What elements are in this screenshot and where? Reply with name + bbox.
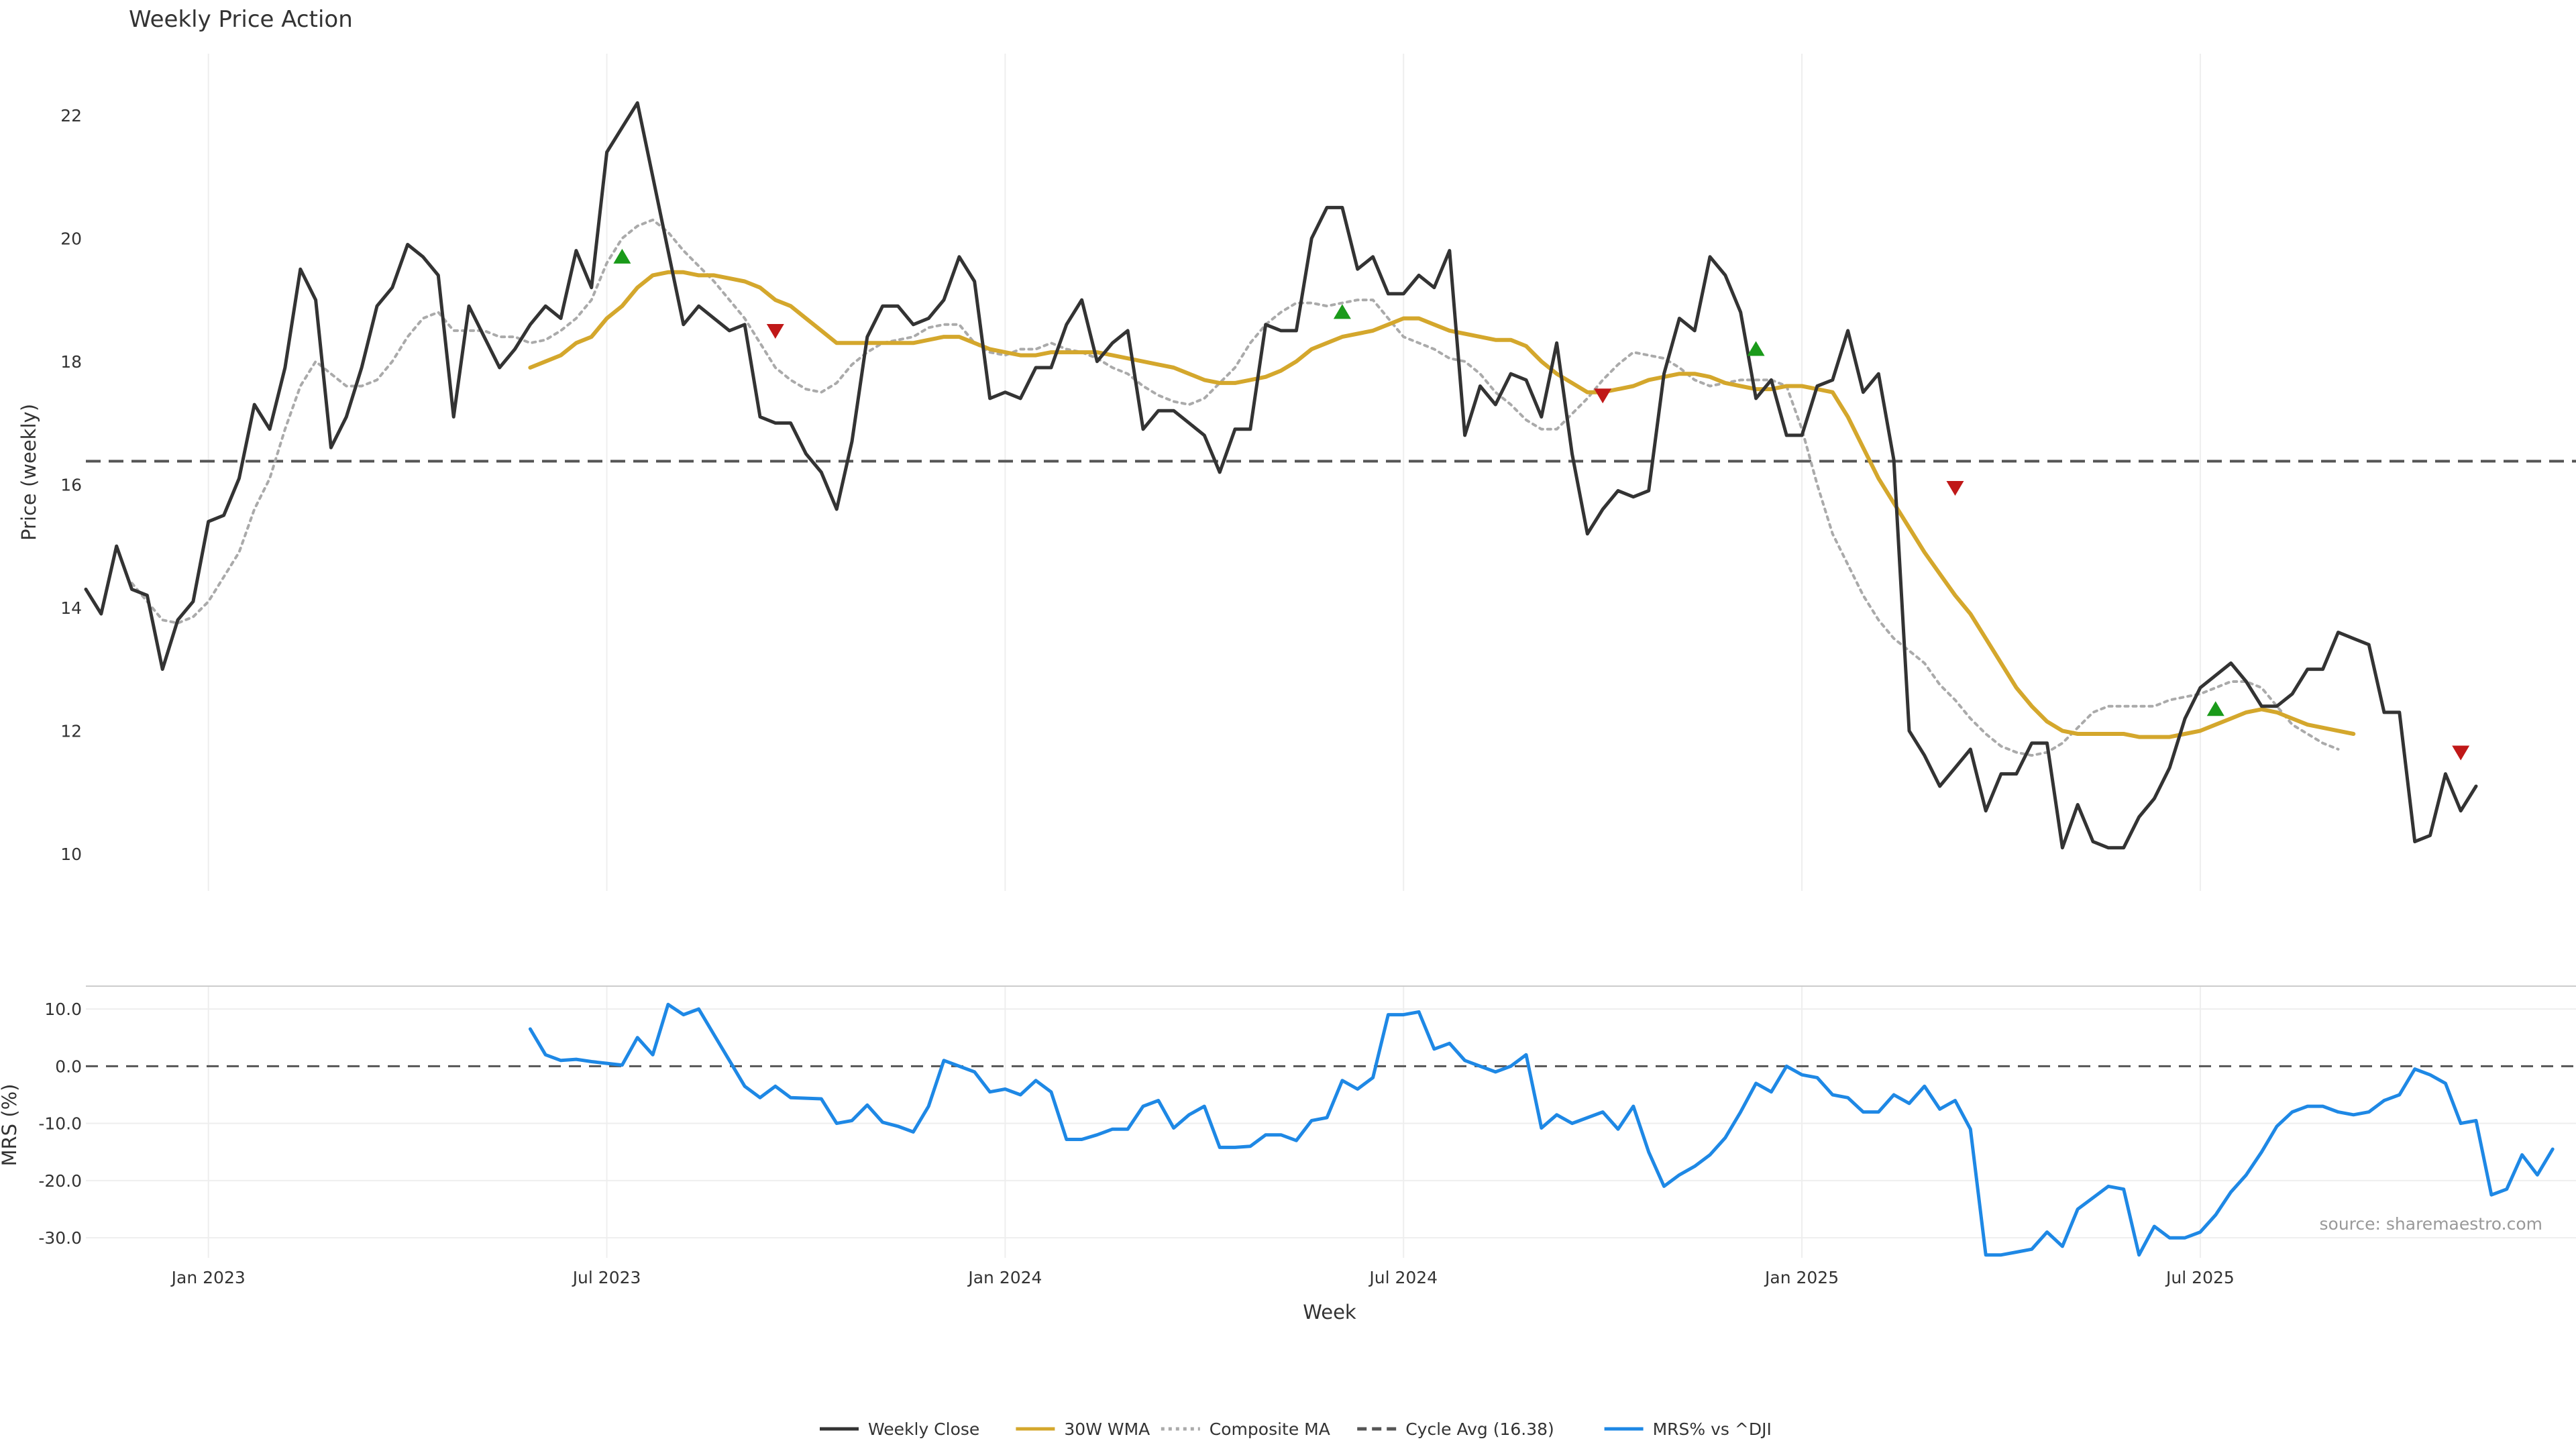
price-y-tick-label: 20	[60, 229, 82, 248]
mrs-y-tick-label: 10.0	[44, 1000, 82, 1019]
legend-entry: MRS% vs ^DJI	[1604, 1419, 1772, 1439]
buy-signal-marker	[613, 248, 631, 264]
mrs-y-tick-label: -30.0	[38, 1228, 82, 1248]
legend-label: Composite MA	[1210, 1419, 1330, 1439]
chart-title: Weekly Price Action	[129, 6, 353, 33]
mrs-gridlines	[86, 986, 2576, 1258]
buy-signal-marker	[2206, 701, 2224, 716]
wma-30w-line	[528, 270, 2356, 739]
legend-label: Cycle Avg (16.38)	[1405, 1419, 1554, 1439]
sell-signal-marker	[2452, 745, 2470, 761]
buy-signal-marker	[1333, 304, 1351, 319]
x-tick-label: Jan 2023	[170, 1268, 246, 1287]
x-tick-label: Jul 2024	[1368, 1268, 1438, 1287]
legend-entry: Cycle Avg (16.38)	[1357, 1419, 1554, 1439]
legend-entry: 30W WMA	[1016, 1419, 1150, 1439]
price-series	[84, 101, 2478, 850]
price-y-axis-label: Price (weekly)	[17, 404, 40, 541]
legend-label: Weekly Close	[868, 1419, 979, 1439]
price-gridlines	[207, 54, 2201, 891]
sell-signal-marker	[1946, 480, 1964, 496]
chart-legend: Weekly Close 30W WMA Composite MA Cycle Avg…	[820, 1419, 1772, 1439]
source-note: source: sharemaestro.com	[2320, 1214, 2543, 1234]
legend-label: MRS% vs ^DJI	[1653, 1419, 1772, 1439]
legend-entry: Weekly Close	[820, 1419, 979, 1439]
mrs-y-tick-label: -10.0	[38, 1114, 82, 1134]
weekly-close-line	[84, 101, 2478, 850]
price-y-tick-label: 10	[60, 845, 82, 864]
signal-markers	[613, 248, 2470, 761]
price-y-tick-label: 18	[60, 352, 82, 372]
mrs-series	[528, 1002, 2555, 1257]
x-tick-label: Jan 2024	[967, 1268, 1042, 1287]
legend-entry: Composite MA	[1161, 1419, 1330, 1439]
price-y-tick-label: 14	[60, 598, 82, 618]
x-axis-label: Week	[1303, 1301, 1356, 1324]
sell-signal-marker	[766, 323, 784, 339]
price-y-tick-label: 22	[60, 106, 82, 125]
mrs-y-tick-label: 0.0	[55, 1057, 82, 1076]
price-y-ticks: 10 12 14 16 18 20 22	[60, 106, 82, 864]
price-y-tick-label: 16	[60, 475, 82, 494]
sell-signal-marker	[1594, 388, 1612, 404]
mrs-y-axis-label: MRS (%)	[0, 1084, 21, 1167]
x-tick-label: Jul 2023	[572, 1268, 641, 1287]
composite-ma-line	[130, 218, 2340, 757]
x-ticks: Jan 2023 Jul 2023 Jan 2024 Jul 2024 Jan 2025…	[170, 1268, 2235, 1287]
mrs-line	[528, 1002, 2555, 1257]
mrs-y-ticks: 10.0 0.0 -10.0 -20.0 -30.0	[38, 1000, 82, 1248]
mrs-y-tick-label: -20.0	[38, 1171, 82, 1191]
x-tick-label: Jul 2025	[2165, 1268, 2235, 1287]
x-tick-label: Jan 2025	[1764, 1268, 1839, 1287]
price-y-tick-label: 12	[60, 721, 82, 741]
buy-signal-marker	[1747, 341, 1765, 356]
legend-label: 30W WMA	[1064, 1419, 1150, 1439]
